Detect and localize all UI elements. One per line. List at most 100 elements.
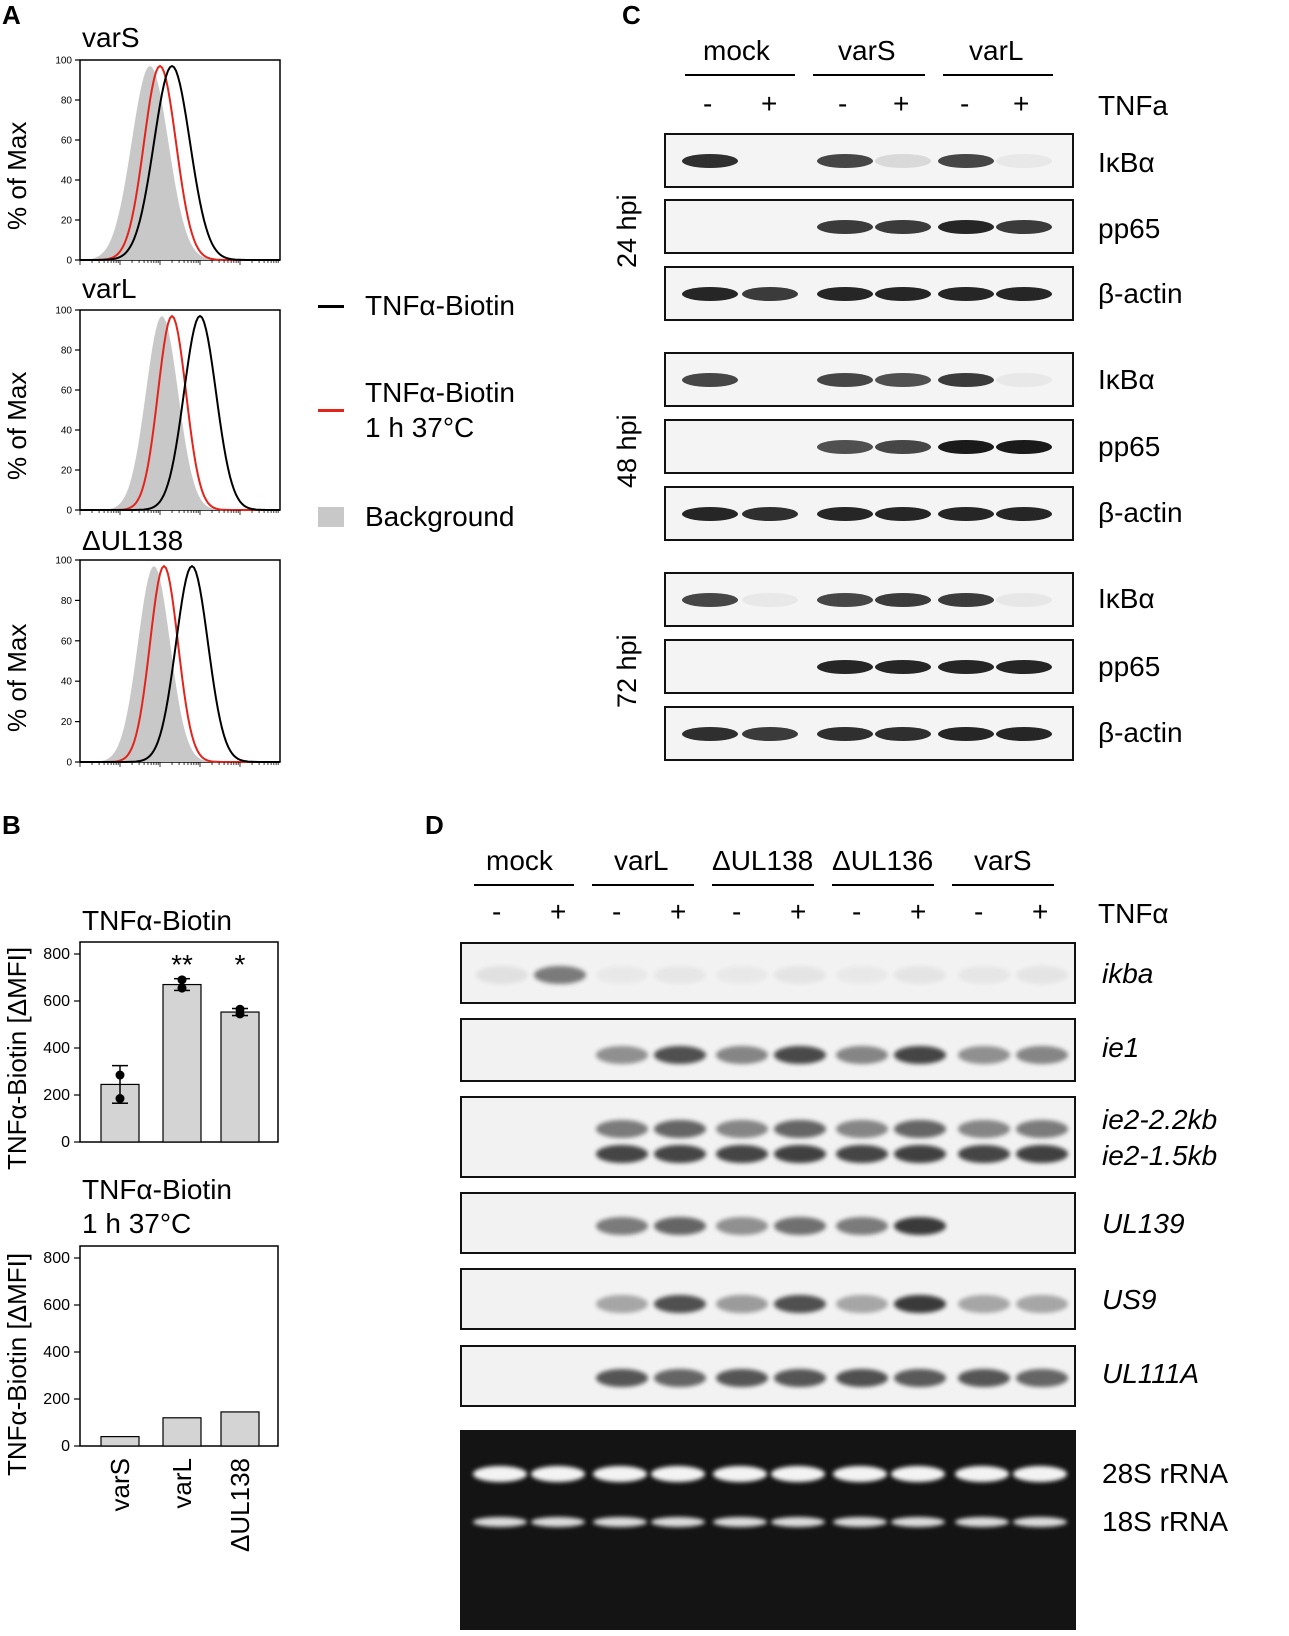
rrna-band — [1013, 1517, 1067, 1527]
protein-band — [996, 592, 1052, 607]
histograms: 0 20 40 60 80 100 0 20 40 60 80 100 0 20 40 60 80 100 — [55, 56, 281, 769]
c-protein-ikba-72: IκBα — [1098, 583, 1155, 614]
protein-band — [875, 726, 931, 741]
western-blot-actin — [664, 706, 1074, 761]
panel-label-c: C — [622, 0, 641, 30]
histogram-ytick-label: 80 — [61, 596, 73, 607]
protein-band — [875, 592, 931, 607]
bar — [100, 1435, 140, 1447]
protein-band — [682, 372, 738, 387]
data-point — [177, 975, 187, 985]
bar-ytick-label: 200 — [43, 1391, 70, 1408]
data-point — [177, 983, 187, 993]
histogram-ytick-label: 100 — [55, 306, 72, 317]
protein-band — [938, 439, 994, 454]
d-group-dul138: ΔUL138 — [712, 845, 814, 876]
data-point — [235, 1009, 245, 1019]
histogram-ytick-label: 0 — [66, 506, 72, 517]
rrna-band — [531, 1517, 585, 1527]
c-protein-actin-24: β-actin — [1098, 278, 1183, 309]
d-transcript-us9: US9 — [1102, 1284, 1157, 1315]
rna-band — [774, 1144, 826, 1163]
protein-band — [996, 153, 1052, 168]
rna-band — [716, 1046, 768, 1065]
c-sign-4: + — [893, 88, 910, 119]
rna-band — [774, 1369, 826, 1387]
bar — [220, 1011, 260, 1143]
rna-band — [1016, 1120, 1068, 1139]
protein-band — [938, 592, 994, 607]
d-transcript-ie2-15: ie2-1.5kb — [1102, 1140, 1218, 1171]
protein-band — [996, 659, 1052, 674]
c-protein-ikba-24: IκBα — [1098, 147, 1155, 178]
rna-band — [596, 966, 648, 984]
western-blot-pp65 — [664, 419, 1074, 474]
bar-ytick-label: 400 — [43, 1344, 70, 1361]
c-group-varl: varL — [969, 35, 1024, 66]
rna-band — [716, 1369, 768, 1387]
protein-band — [742, 726, 798, 741]
protein-band — [682, 726, 738, 741]
d-sign: - — [974, 896, 984, 927]
histogram-ytick-label: 60 — [61, 386, 73, 397]
rna-band — [958, 1369, 1010, 1387]
panel-label-a: A — [2, 0, 21, 30]
northern-blot-us9 — [460, 1268, 1076, 1330]
c-protein-ikba-48: IκBα — [1098, 364, 1155, 395]
legend-label-tnfa-biotin-37: TNFα-Biotin — [365, 377, 515, 408]
d-transcript-ie1: ie1 — [1102, 1032, 1140, 1063]
data-point — [115, 1070, 125, 1080]
rrna-band — [955, 1517, 1009, 1527]
rna-band — [894, 1369, 946, 1387]
protein-band — [817, 592, 873, 607]
d-transcript-ie2-22: ie2-2.2kb — [1102, 1104, 1218, 1135]
western-blot-pp65 — [664, 639, 1074, 694]
rna-band — [596, 1046, 648, 1065]
legend-label-background: Background — [365, 501, 515, 532]
rna-band — [836, 1295, 888, 1314]
d-transcript-ikba: ikba — [1102, 958, 1154, 989]
northern-blot-ul139 — [460, 1192, 1076, 1254]
significance-marker: ** — [171, 949, 193, 980]
bar-chart-2-title-line2: 1 h 37°C — [82, 1208, 192, 1239]
c-protein-pp65-24: pp65 — [1098, 213, 1161, 244]
northern-blot-ul111a — [460, 1345, 1076, 1407]
rna-band — [836, 1217, 888, 1236]
rrna-band — [771, 1466, 825, 1482]
d-group-underline-dul136 — [832, 884, 934, 886]
rna-band — [716, 1120, 768, 1139]
rna-band — [596, 1369, 648, 1387]
rna-band — [958, 1120, 1010, 1139]
rna-band — [1016, 1295, 1068, 1314]
histogram-ytick-label: 80 — [61, 96, 73, 107]
western-blot-ikba — [664, 572, 1074, 627]
rna-band — [654, 1295, 706, 1314]
protein-band — [817, 372, 873, 387]
northern-blot-ikba — [460, 942, 1076, 1004]
protein-band — [938, 506, 994, 521]
rna-band — [836, 966, 888, 984]
rna-band — [654, 1369, 706, 1387]
legend-box-background — [318, 507, 344, 527]
histogram-title-vars: varS — [82, 22, 140, 53]
histogram-ytick-label: 0 — [66, 256, 72, 267]
protein-band — [996, 286, 1052, 301]
protein-band — [996, 439, 1052, 454]
c-timepoint-72: 72 hpi — [612, 634, 642, 708]
protein-band — [875, 506, 931, 521]
c-group-mock: mock — [703, 35, 770, 66]
histogram-ytick-label: 20 — [61, 717, 73, 728]
rna-band — [476, 966, 528, 984]
histogram-ytick-label: 100 — [55, 556, 72, 567]
black-histogram-line — [80, 64, 280, 261]
bar-category-label: varL — [167, 1458, 197, 1509]
c-protein-pp65-48: pp65 — [1098, 431, 1161, 462]
histogram-ytick-label: 100 — [55, 56, 72, 67]
protein-band — [875, 219, 931, 234]
d-transcript-ul111a: UL111A — [1102, 1358, 1200, 1389]
protein-band — [875, 659, 931, 674]
histogram-ytick-label: 0 — [66, 758, 72, 769]
rrna-band — [531, 1466, 585, 1482]
rna-band — [958, 1144, 1010, 1163]
protein-band — [938, 219, 994, 234]
